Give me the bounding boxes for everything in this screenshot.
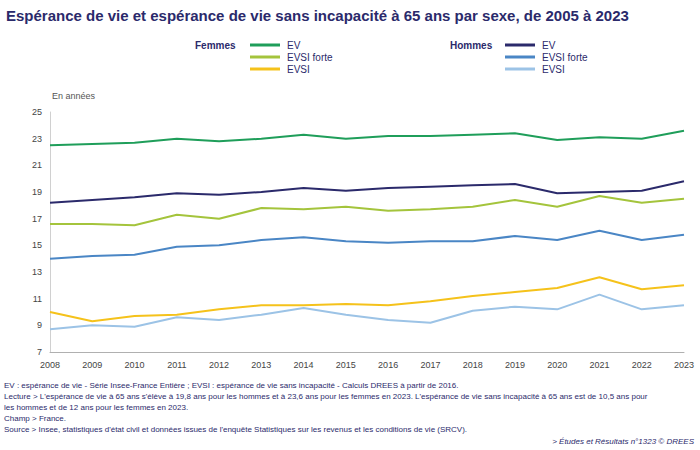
svg-text:En années: En années [52,91,96,101]
svg-text:Hommes: Hommes [450,40,493,51]
svg-text:2015: 2015 [336,360,356,370]
svg-text:2008: 2008 [40,360,60,370]
svg-text:Espérance de vie et espérance: Espérance de vie et espérance de vie san… [6,7,629,24]
svg-text:17: 17 [32,214,42,224]
svg-text:2023: 2023 [674,360,694,370]
svg-text:2012: 2012 [209,360,229,370]
svg-text:23: 23 [32,134,42,144]
svg-text:Femmes: Femmes [195,40,236,51]
svg-text:11: 11 [33,294,42,304]
svg-text:2009: 2009 [82,360,102,370]
svg-text:EVSI forte: EVSI forte [542,52,588,63]
svg-text:2018: 2018 [463,360,483,370]
svg-text:21: 21 [32,160,42,170]
svg-text:2020: 2020 [547,360,567,370]
svg-text:Source > Insee, statistiques d: Source > Insee, statistiques d'état civi… [4,425,467,434]
svg-text:2022: 2022 [632,360,652,370]
svg-text:EV: EV [542,40,556,51]
svg-text:19: 19 [32,187,42,197]
svg-text:> Études et Résultats n°1323 ©: > Études et Résultats n°1323 © DREES [552,437,695,446]
svg-text:2016: 2016 [378,360,398,370]
svg-text:EVSI: EVSI [542,64,565,75]
svg-text:25: 25 [32,107,42,117]
svg-text:15: 15 [32,240,42,250]
svg-text:13: 13 [32,267,42,277]
svg-text:les hommes et de 12 ans pour l: les hommes et de 12 ans pour les femmes … [4,403,188,412]
svg-text:2014: 2014 [294,360,314,370]
svg-text:2017: 2017 [420,360,440,370]
svg-text:9: 9 [37,320,42,330]
svg-text:2013: 2013 [251,360,271,370]
svg-text:EV: EV [287,40,301,51]
svg-text:EVSI forte: EVSI forte [287,52,333,63]
svg-text:EVSI: EVSI [287,64,310,75]
svg-text:Lecture > L'espérance de vie à: Lecture > L'espérance de vie à 65 ans s'… [4,392,648,401]
svg-text:Champ > France.: Champ > France. [4,414,66,423]
svg-text:2010: 2010 [125,360,145,370]
svg-text:2011: 2011 [167,360,186,370]
svg-text:2021: 2021 [589,360,609,370]
svg-text:EV : espérance de vie - Série: EV : espérance de vie - Série Insee-Fran… [4,381,458,390]
svg-text:2019: 2019 [505,360,525,370]
svg-text:7: 7 [37,347,42,357]
